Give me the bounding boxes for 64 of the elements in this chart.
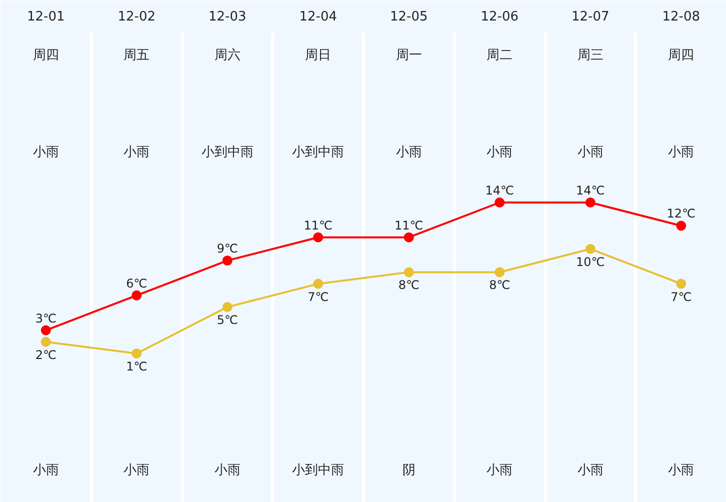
text: 小雨 <box>124 463 150 478</box>
text: 小到中雨 <box>292 463 344 478</box>
data-label: 7℃ <box>670 290 692 304</box>
data-label: 8℃ <box>398 278 420 292</box>
text: 周五 <box>124 48 150 63</box>
text: 周二 <box>486 48 513 63</box>
text: 周四 <box>668 48 694 63</box>
data-label: 1℃ <box>126 360 148 374</box>
data-label: 2℃ <box>35 348 56 362</box>
data-label: 14℃ <box>576 184 605 198</box>
text: 周六 <box>214 48 240 63</box>
data-label: 11℃ <box>304 218 332 232</box>
text: 小雨 <box>486 145 513 160</box>
text: 小雨 <box>32 463 59 478</box>
text: 小雨 <box>668 145 694 160</box>
point <box>313 232 324 242</box>
data-label: 6℃ <box>126 276 148 290</box>
data-label: 7℃ <box>308 290 329 304</box>
data-label: 11℃ <box>394 218 424 232</box>
text: 小雨 <box>396 145 422 160</box>
point <box>585 198 596 208</box>
data-label: 9℃ <box>216 242 238 256</box>
point <box>132 348 142 358</box>
point <box>132 290 142 300</box>
text: 周一 <box>396 48 422 63</box>
point <box>40 336 51 347</box>
x-tick-label: 12-03 <box>208 10 246 24</box>
text: 周日 <box>305 48 332 63</box>
point <box>676 220 686 231</box>
x-tick-label: 12-06 <box>480 10 519 24</box>
x-tick-label: 12-04 <box>299 10 338 24</box>
text: 小雨 <box>32 145 59 160</box>
text: 小到中雨 <box>201 145 254 160</box>
text: 小雨 <box>668 463 694 478</box>
text: 小雨 <box>214 463 240 478</box>
text: 小雨 <box>577 145 604 160</box>
point <box>40 325 51 336</box>
point <box>676 278 686 289</box>
point <box>313 278 324 289</box>
data-label: 10℃ <box>576 254 605 269</box>
point <box>222 302 232 312</box>
x-tick-label: 12-02 <box>118 10 156 24</box>
point <box>494 267 505 278</box>
x-tick-label: 12-01 <box>26 10 65 24</box>
point <box>222 256 232 266</box>
data-label: 8℃ <box>489 278 510 292</box>
point <box>494 198 505 208</box>
x-tick-label: 12-07 <box>571 10 610 24</box>
text: 小雨 <box>486 463 513 478</box>
text: 小到中雨 <box>292 145 344 160</box>
data-label: 3℃ <box>35 311 56 326</box>
x-tick-label: 12-08 <box>662 10 700 24</box>
point <box>404 267 414 278</box>
text: 阴 <box>402 463 416 478</box>
point <box>585 244 596 254</box>
text: 小雨 <box>124 145 150 160</box>
data-label: 5℃ <box>216 313 238 328</box>
data-label: 14℃ <box>485 184 514 198</box>
x-tick-label: 12-05 <box>390 10 428 24</box>
text: 周三 <box>577 48 604 63</box>
text: 周四 <box>32 48 59 63</box>
text: 小雨 <box>577 463 604 478</box>
point <box>404 232 414 242</box>
data-label: 12℃ <box>666 206 696 221</box>
